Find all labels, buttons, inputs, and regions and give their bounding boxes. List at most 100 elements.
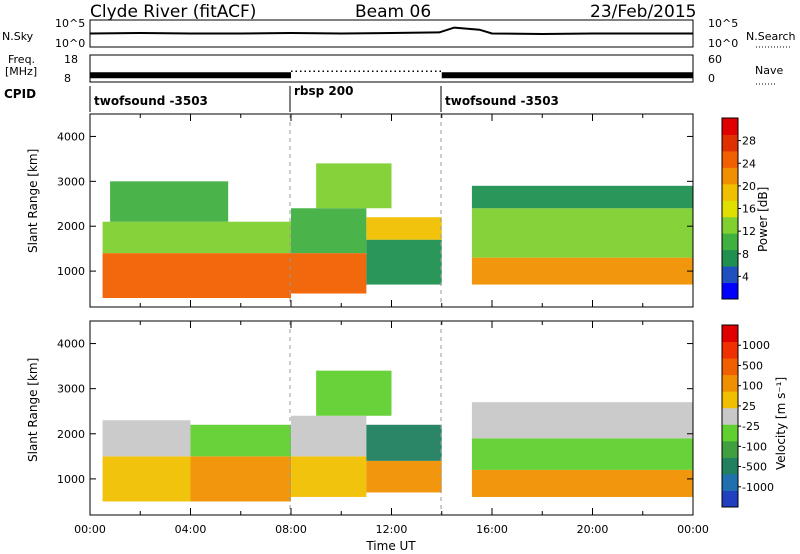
velocity-colorbar-swatch-10 bbox=[722, 325, 738, 343]
freq-label: Freq. bbox=[8, 53, 35, 66]
velocity-colorbar-swatch-6 bbox=[722, 391, 738, 409]
velocity-cell-2 bbox=[190, 456, 291, 502]
velocity-colorbar-swatch-4 bbox=[722, 424, 738, 442]
power-colorbar-swatch-6 bbox=[722, 183, 738, 201]
cpid-panel: CPID twofsound -3503 rbsp 200 twofsound … bbox=[4, 84, 559, 112]
power-ytick-label-3: 4000 bbox=[57, 130, 85, 143]
velocity-cell-0 bbox=[102, 456, 191, 502]
power-colorbar-label-0: 4 bbox=[742, 270, 749, 283]
power-colorbar-swatch-9 bbox=[722, 134, 738, 152]
power-ytick-label-0: 1000 bbox=[57, 265, 85, 278]
velocity-colorbar-swatch-7 bbox=[722, 374, 738, 392]
frequency-panel: Freq. [MHz] 18 8 60 0 Nave bbox=[5, 53, 783, 85]
noise-left-label: N.Sky bbox=[2, 30, 34, 43]
power-colorbar-label-4: 20 bbox=[742, 180, 756, 193]
noise-panel: N.Sky 10^5 10^0 10^5 10^0 N.Search bbox=[2, 17, 796, 50]
velocity-colorbar-label-5: -100 bbox=[742, 440, 767, 453]
velocity-colorbar-swatch-5 bbox=[722, 407, 738, 425]
beam-label: Beam 06 bbox=[355, 2, 431, 22]
noise-left-tick-bottom: 10^0 bbox=[55, 37, 85, 50]
velocity-ytick-label-2: 3000 bbox=[57, 383, 85, 396]
noise-right-tick-bottom: 10^0 bbox=[708, 37, 738, 50]
x-tick-label-2: 08:00 bbox=[275, 523, 307, 536]
frequency-frame bbox=[89, 54, 694, 83]
velocity-colorbar-label-3: 25 bbox=[742, 400, 756, 413]
power-colorbar-label-6: 28 bbox=[742, 135, 756, 148]
freq-tick-top: 18 bbox=[64, 53, 78, 66]
cpid-program-1: twofsound -3503 bbox=[94, 94, 208, 108]
power-cell-0 bbox=[102, 253, 291, 299]
power-colorbar-swatch-5 bbox=[722, 200, 738, 218]
power-colorbar-label: Power [dB] bbox=[756, 187, 770, 252]
velocity-colorbar-label-0: 1000 bbox=[742, 339, 770, 352]
velocity-cell-10 bbox=[471, 438, 693, 470]
power-cell-1 bbox=[102, 221, 291, 254]
velocity-colorbar-label-2: 100 bbox=[742, 380, 763, 393]
power-ytick-label-2: 3000 bbox=[57, 175, 85, 188]
cpid-program-2: rbsp 200 bbox=[294, 84, 353, 98]
power-ytick-label-1: 2000 bbox=[57, 220, 85, 233]
date-label: 23/Feb/2015 bbox=[590, 2, 696, 22]
cpid-label: CPID bbox=[4, 87, 36, 101]
power-cell-4 bbox=[291, 208, 367, 254]
freq-units: [MHz] bbox=[5, 65, 37, 78]
noise-right-tick-top: 10^5 bbox=[708, 17, 738, 30]
noise-left-tick-top: 10^5 bbox=[55, 17, 85, 30]
velocity-cell-5 bbox=[291, 415, 367, 457]
velocity-colorbar-swatch-9 bbox=[722, 341, 738, 359]
power-colorbar-label-5: 24 bbox=[742, 157, 756, 170]
power-colorbar-label-2: 12 bbox=[742, 225, 756, 238]
cpid-program-3: twofsound -3503 bbox=[445, 94, 559, 108]
velocity-ytick-label-0: 1000 bbox=[57, 473, 85, 486]
velocity-cell-1 bbox=[102, 420, 191, 457]
velocity-cell-6 bbox=[316, 370, 392, 416]
power-colorbar-swatch-0 bbox=[722, 282, 738, 300]
velocity-cell-3 bbox=[190, 424, 291, 457]
x-axis-label: Time UT bbox=[365, 539, 416, 553]
x-tick-label-1: 04:00 bbox=[175, 523, 207, 536]
power-cell-6 bbox=[366, 239, 442, 285]
power-colorbar-swatch-2 bbox=[722, 249, 738, 267]
power-colorbar-swatch-8 bbox=[722, 150, 738, 168]
velocity-ytick-label-3: 4000 bbox=[57, 338, 85, 351]
velocity-cell-9 bbox=[471, 469, 693, 497]
velocity-ytick-label-1: 2000 bbox=[57, 428, 85, 441]
x-tick-label-3: 12:00 bbox=[376, 523, 408, 536]
velocity-colorbar-swatch-0 bbox=[722, 490, 738, 508]
velocity-cell-11 bbox=[471, 402, 693, 439]
power-colorbar-swatch-1 bbox=[722, 266, 738, 284]
velocity-colorbar-label-7: -1000 bbox=[742, 481, 774, 494]
noise-right-label: N.Search bbox=[746, 30, 796, 43]
velocity-cell-4 bbox=[291, 456, 367, 497]
velocity-colorbar-label-4: -25 bbox=[742, 420, 760, 433]
velocity-colorbar-swatch-2 bbox=[722, 457, 738, 475]
x-tick-label-4: 16:00 bbox=[476, 523, 508, 536]
velocity-colorbar-swatch-1 bbox=[722, 473, 738, 491]
power-cell-9 bbox=[471, 208, 693, 258]
nave-tick-bottom: 0 bbox=[708, 72, 715, 85]
power-colorbar-swatch-10 bbox=[722, 118, 738, 135]
velocity-ylabel: Slant Range [km] bbox=[26, 358, 40, 462]
power-cell-7 bbox=[366, 217, 442, 240]
power-cell-8 bbox=[471, 257, 693, 285]
power-cell-10 bbox=[471, 185, 693, 209]
station-title: Clyde River (fitACF) bbox=[90, 2, 256, 22]
nave-tick-top: 60 bbox=[708, 53, 722, 66]
velocity-cell-7 bbox=[366, 460, 442, 493]
power-ylabel: Slant Range [km] bbox=[26, 149, 40, 253]
velocity-colorbar-label: Velocity [m s⁻¹] bbox=[774, 377, 788, 470]
power-colorbar-label-3: 16 bbox=[742, 203, 756, 216]
nave-label: Nave bbox=[755, 64, 783, 77]
velocity-colorbar-label-1: 500 bbox=[742, 359, 763, 372]
noise-sky-series bbox=[89, 26, 693, 36]
power-cell-3 bbox=[291, 253, 367, 294]
velocity-colorbar-label-6: -500 bbox=[742, 461, 767, 474]
power-panel: 1000 2000 3000 4000 Slant Range [km] 4 8 12 16… bbox=[26, 113, 770, 308]
velocity-cell-8 bbox=[366, 424, 442, 461]
power-colorbar-swatch-4 bbox=[722, 216, 738, 234]
power-colorbar-label-1: 8 bbox=[742, 248, 749, 261]
velocity-panel: 1000 2000 3000 4000 00:00 04:00 08:00 12:00 16:… bbox=[26, 320, 788, 553]
x-tick-label-5: 20:00 bbox=[577, 523, 609, 536]
power-cell-2 bbox=[110, 181, 229, 222]
